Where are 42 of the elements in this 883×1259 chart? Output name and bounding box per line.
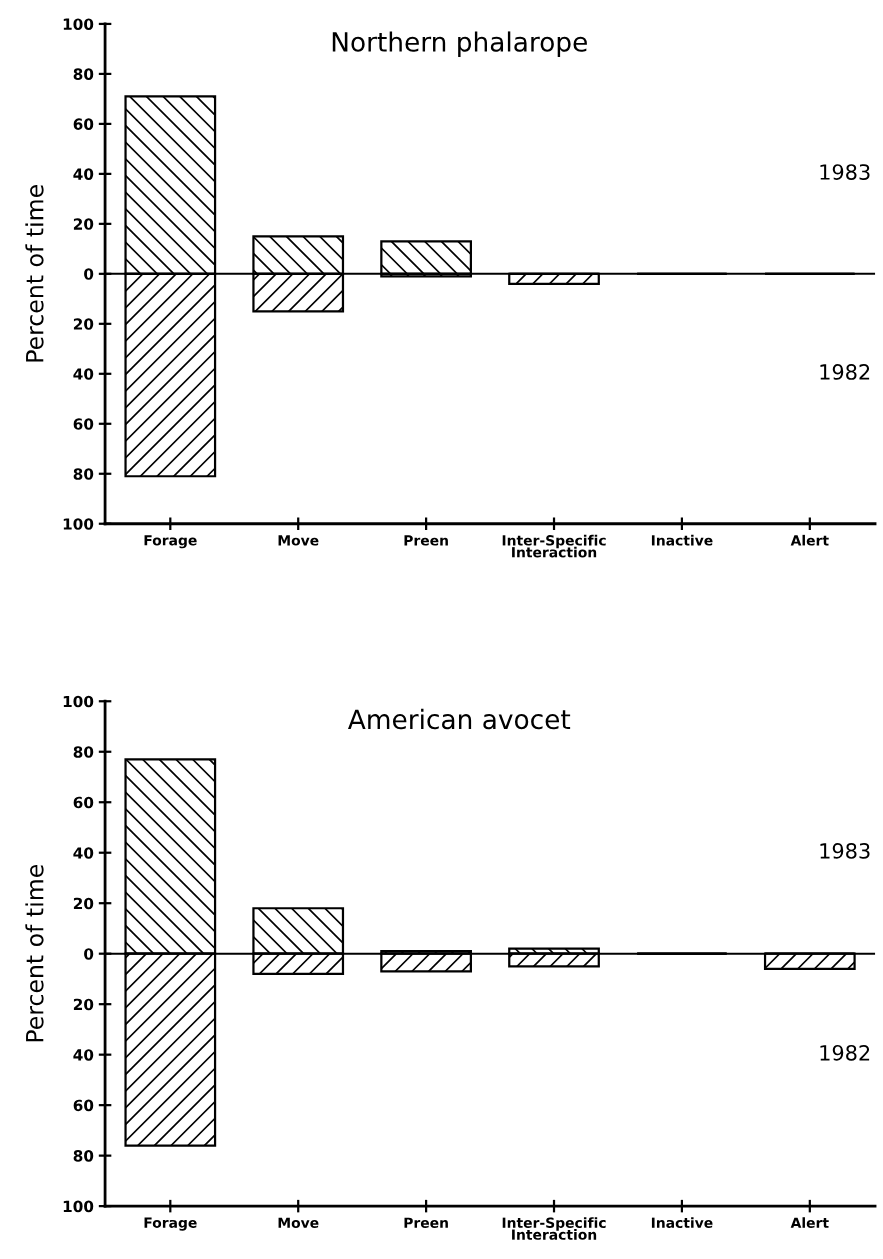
y-tick-label: 80 bbox=[73, 468, 94, 480]
x-tick-label: Inter-Specific Interaction bbox=[502, 1217, 606, 1240]
y-tick-label: 60 bbox=[73, 796, 94, 809]
text: 1982 bbox=[820, 364, 870, 380]
x-tick-label: Inactive bbox=[651, 1217, 713, 1228]
text: 1982 bbox=[820, 1044, 870, 1061]
y-tick-label: 40 bbox=[73, 847, 94, 859]
x-tick-label: Preen bbox=[404, 1217, 448, 1228]
y-tick-label: 40 bbox=[73, 168, 94, 180]
x-tick-label: Forage bbox=[144, 1217, 197, 1231]
x-tick-label: Inter-Specific Interaction bbox=[502, 534, 606, 558]
chart-title: Northern phalarope bbox=[332, 31, 587, 57]
text: 1983 bbox=[820, 843, 870, 859]
x-tick-label: Move bbox=[278, 1217, 319, 1228]
y-axis-title: Percent of time bbox=[25, 864, 44, 1042]
y-tick-label: 80 bbox=[73, 746, 94, 758]
y-tick-label: 0 bbox=[84, 948, 94, 960]
y-tick-label: 100 bbox=[63, 518, 94, 530]
y-tick-label: 100 bbox=[63, 695, 94, 708]
y-tick-label: 60 bbox=[73, 418, 94, 430]
y-tick-label: 20 bbox=[73, 318, 94, 330]
x-tick-label: Inactive bbox=[651, 534, 713, 546]
text: 1983 bbox=[820, 164, 870, 180]
y-tick-label: 80 bbox=[73, 68, 94, 80]
y-tick-label: 80 bbox=[73, 1150, 94, 1162]
y-tick-label: 60 bbox=[73, 1099, 94, 1112]
y-tick-label: 40 bbox=[73, 368, 94, 380]
x-tick-label: Alert bbox=[790, 1217, 829, 1228]
y-tick-label: 100 bbox=[63, 1200, 94, 1213]
y-tick-label: 60 bbox=[73, 118, 94, 130]
chart-title: American avocet bbox=[347, 708, 571, 730]
y-tick-label: 0 bbox=[84, 268, 94, 280]
y-tick-label: 20 bbox=[73, 897, 94, 910]
x-tick-label: Forage bbox=[144, 535, 197, 549]
y-tick-label: 20 bbox=[73, 998, 94, 1011]
x-tick-label: Alert bbox=[790, 534, 829, 546]
x-tick-label: Move bbox=[278, 535, 319, 546]
x-tick-label: Preen bbox=[404, 535, 448, 546]
y-axis-title: Percent of time bbox=[25, 185, 44, 362]
y-tick-label: 20 bbox=[73, 218, 94, 230]
y-tick-label: 100 bbox=[63, 18, 94, 30]
y-tick-label: 40 bbox=[73, 1049, 94, 1061]
